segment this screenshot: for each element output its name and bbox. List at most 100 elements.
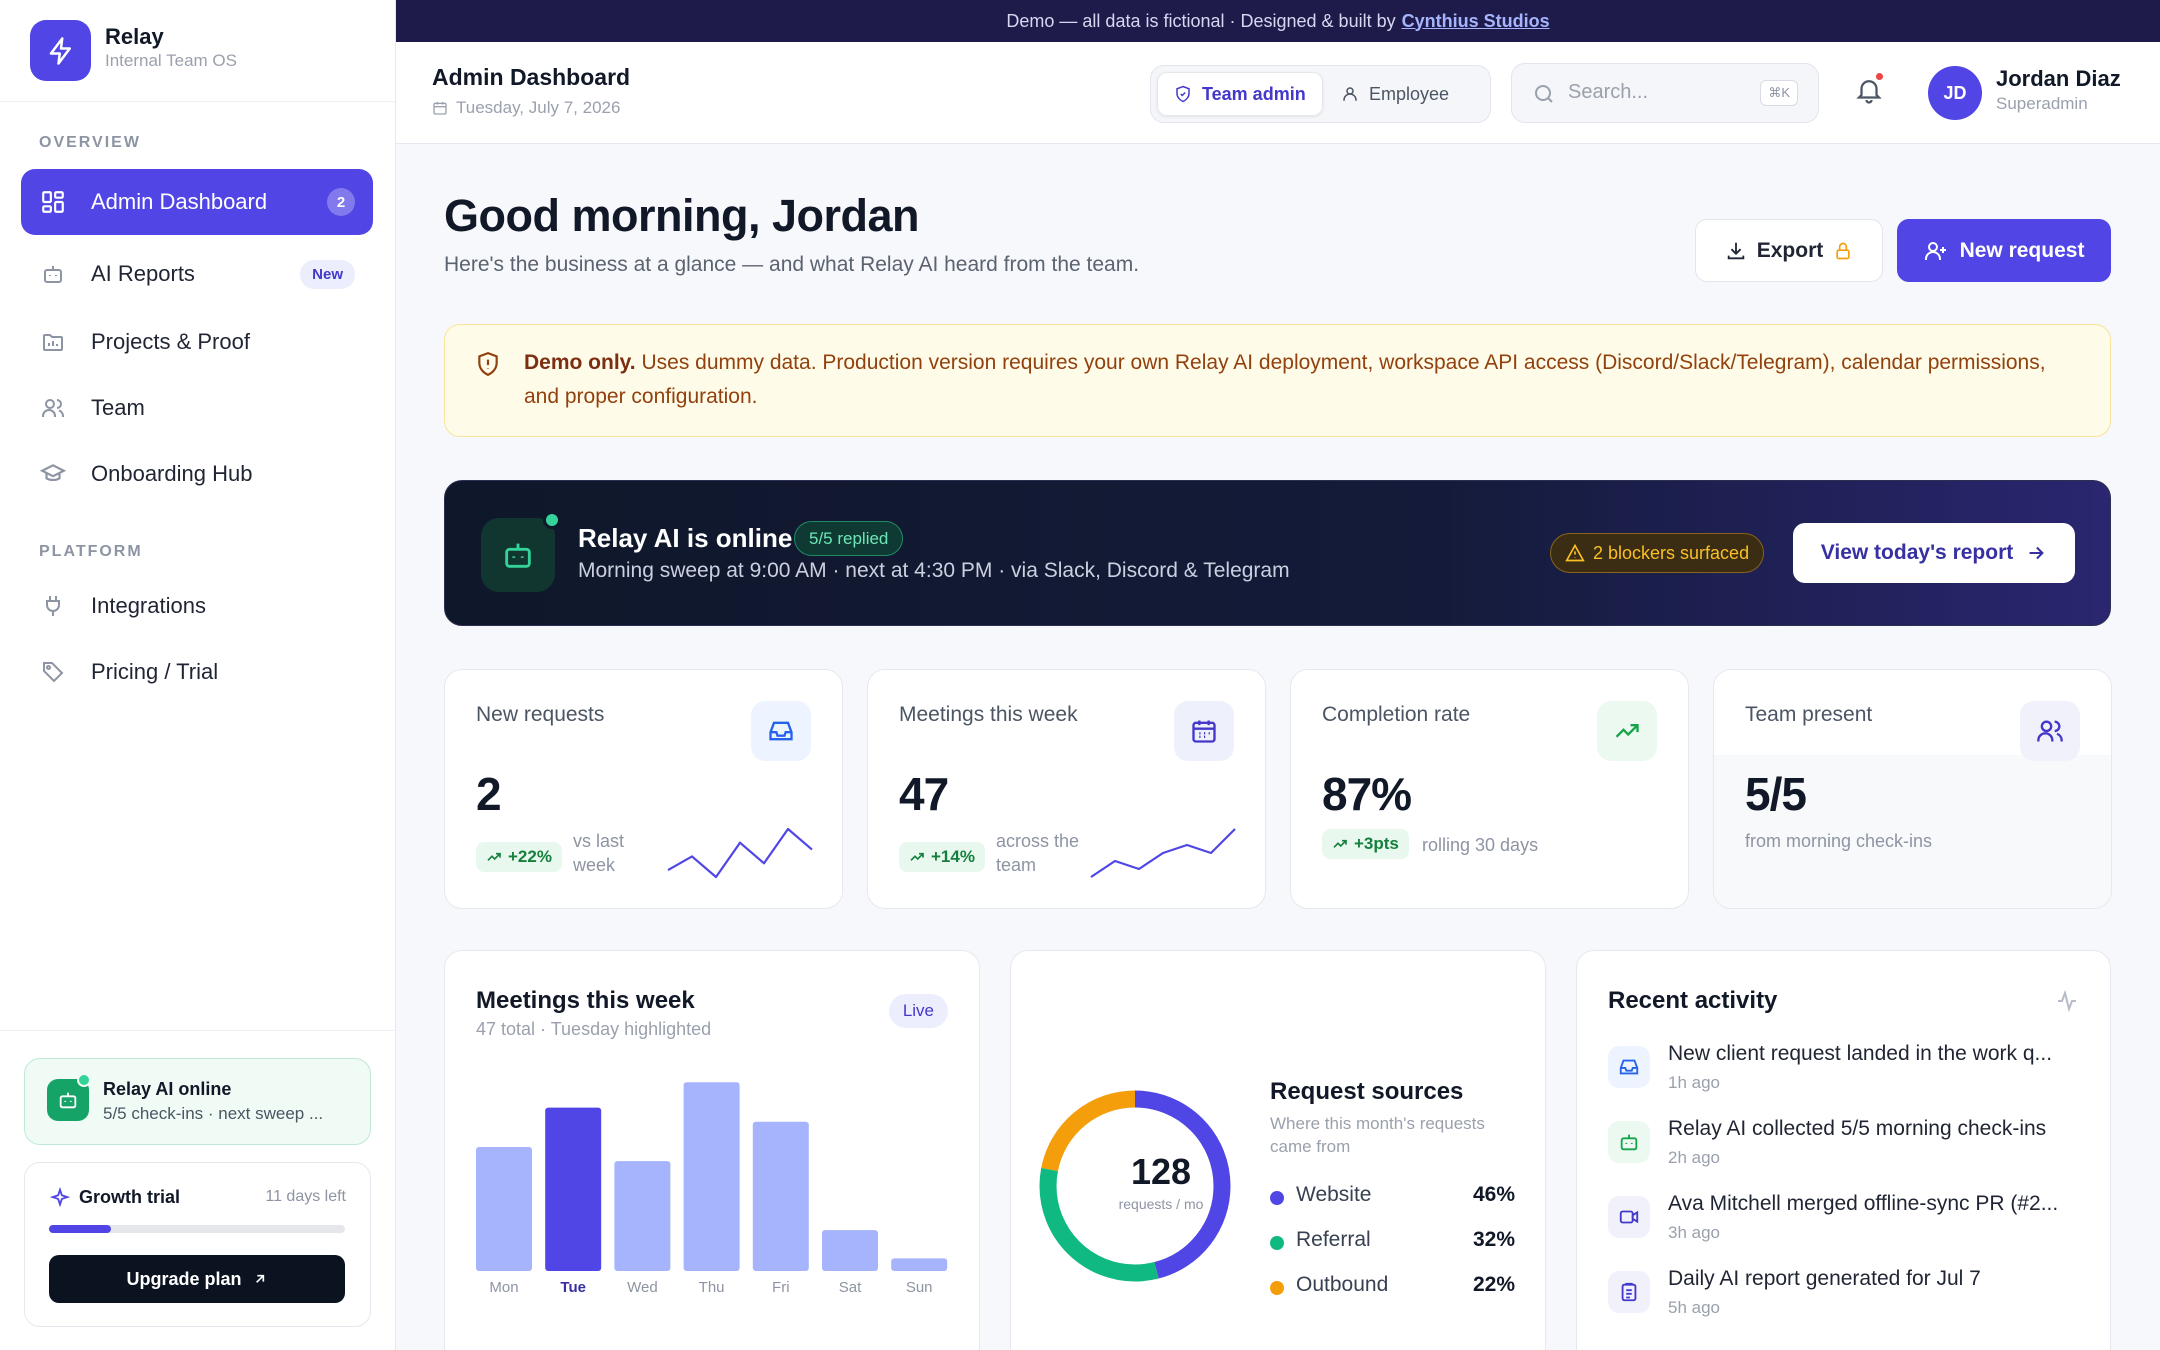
sparkline-series bbox=[667, 827, 813, 879]
warning-icon bbox=[1565, 543, 1585, 562]
stat-change: +3pts bbox=[1322, 829, 1409, 859]
sidebar-item-pricing-trial[interactable]: Pricing / Trial bbox=[21, 639, 373, 705]
avatar[interactable]: JD bbox=[1928, 66, 1982, 120]
page-date: Tuesday, July 7, 2026 bbox=[432, 98, 620, 118]
card-shade bbox=[1714, 755, 2111, 908]
user-role: Superadmin bbox=[1996, 94, 2088, 113]
notifications-button[interactable] bbox=[1854, 71, 1885, 110]
export-button[interactable]: Export bbox=[1695, 219, 1883, 282]
bar-label: Wed bbox=[627, 1279, 658, 1296]
legend-pct: 32% bbox=[1472, 1228, 1515, 1251]
stat-card-team-present[interactable]: Team present 5/5 from morning check-ins bbox=[1713, 669, 2112, 909]
sidebar-item-label: Projects & Proof bbox=[91, 329, 250, 354]
panel-title: Recent activity bbox=[1608, 987, 1778, 1014]
nav-count-badge: 2 bbox=[327, 188, 355, 216]
stat-value: 47 bbox=[899, 768, 949, 820]
activity-item[interactable]: Ava Mitchell merged offline-sync PR (#2.… bbox=[1608, 1192, 2088, 1262]
meetings-bar-chart bbox=[476, 1082, 948, 1271]
slice-referral[interactable] bbox=[1039, 1090, 1231, 1282]
bar-tue[interactable] bbox=[545, 1107, 602, 1271]
sidebar: Relay Internal Team OS OVERVIEW Admin Da… bbox=[0, 0, 396, 1350]
activity-item[interactable]: Daily AI report generated for Jul 7 5h a… bbox=[1608, 1267, 2088, 1337]
activity-icon bbox=[2058, 989, 2076, 1013]
new-request-button[interactable]: New request bbox=[1897, 219, 2111, 282]
activity-time: 1h ago bbox=[1668, 1073, 1720, 1092]
bar-sat[interactable] bbox=[822, 1230, 878, 1271]
new-badge: New bbox=[300, 259, 355, 289]
inbox-icon bbox=[751, 701, 811, 761]
bar-mon[interactable] bbox=[476, 1147, 532, 1271]
sidebar-item-label: Pricing / Trial bbox=[91, 659, 219, 684]
notification-dot bbox=[1874, 71, 1885, 82]
sparkline-series bbox=[1090, 828, 1236, 878]
stat-card-completion-rate[interactable]: Completion rate 87% +3pts rolling 30 day… bbox=[1290, 669, 1689, 909]
blockers-badge[interactable]: 2 blockers surfaced bbox=[1550, 533, 1765, 573]
activity-item[interactable]: Relay AI collected 5/5 morning check-ins… bbox=[1608, 1117, 2088, 1187]
studio-link[interactable]: Cynthius Studios bbox=[1401, 10, 1550, 31]
search-icon bbox=[1535, 85, 1553, 103]
panel-title: Meetings this week bbox=[476, 987, 695, 1014]
activity-text: Ava Mitchell merged offline-sync PR (#2.… bbox=[1668, 1192, 2059, 1215]
search-shortcut: ⌘K bbox=[1760, 80, 1798, 106]
sparkles-icon bbox=[49, 1186, 71, 1214]
activity-text: Daily AI report generated for Jul 7 bbox=[1668, 1267, 1981, 1290]
legend-row-outbound: Outbound 22% bbox=[1270, 1273, 1515, 1303]
demo-banner: Demo — all data is fictional · Designed … bbox=[396, 0, 2160, 42]
stat-change-text: +14% bbox=[931, 847, 975, 866]
grid-icon bbox=[39, 188, 67, 216]
online-indicator bbox=[543, 511, 561, 529]
user-icon bbox=[1343, 87, 1357, 101]
ai-status-title: Relay AI online bbox=[103, 1079, 232, 1099]
team-admin-label: Team admin bbox=[1202, 83, 1306, 104]
upgrade-plan-button[interactable]: Upgrade plan bbox=[49, 1255, 345, 1303]
ai-status-card[interactable]: Relay AI online 5/5 check-ins · next swe… bbox=[24, 1058, 371, 1145]
panel-subtitle: 47 total · Tuesday highlighted bbox=[476, 1019, 712, 1039]
trial-progress-bar bbox=[49, 1225, 345, 1233]
meetings-chart-panel: Meetings this week 47 total · Tuesday hi… bbox=[444, 950, 980, 1350]
bell-icon bbox=[1856, 80, 1882, 104]
donut-caption: requests / mo bbox=[1118, 1196, 1204, 1212]
brand-name: Relay bbox=[105, 24, 164, 49]
bar-label: Thu bbox=[698, 1279, 725, 1296]
bar-sun[interactable] bbox=[891, 1258, 948, 1271]
legend-row-website: Website 46% bbox=[1270, 1183, 1515, 1213]
sidebar-item-ai-reports[interactable]: AI Reports New bbox=[21, 241, 373, 307]
trend-up-icon bbox=[487, 852, 501, 861]
brand[interactable]: Relay Internal Team OS bbox=[0, 0, 395, 102]
replied-badge: 5/5 replied bbox=[794, 521, 904, 556]
stat-label: New requests bbox=[476, 703, 605, 726]
slice-outbound[interactable] bbox=[1039, 1090, 1231, 1282]
notice-body: Uses dummy data. Production version requ… bbox=[524, 351, 2046, 408]
notice-bold: Demo only. bbox=[524, 351, 636, 374]
calendar-icon bbox=[433, 102, 447, 115]
brand-tagline: Internal Team OS bbox=[105, 51, 237, 70]
bar-fri[interactable] bbox=[752, 1121, 809, 1271]
search-input[interactable]: Search... ⌘K bbox=[1511, 63, 1819, 123]
bar-thu[interactable] bbox=[683, 1082, 740, 1271]
stat-card-meetings[interactable]: Meetings this week 47 +14% across the te… bbox=[867, 669, 1266, 909]
stat-card-new-requests[interactable]: New requests 2 +22% vs last week bbox=[444, 669, 843, 909]
trend-up-icon bbox=[910, 852, 924, 861]
stat-note: from morning check-ins bbox=[1745, 831, 1933, 851]
sparkline-meetings bbox=[1090, 828, 1236, 878]
team-admin-toggle[interactable]: Team admin bbox=[1157, 72, 1323, 116]
sidebar-item-onboarding-hub[interactable]: Onboarding Hub bbox=[21, 441, 373, 507]
stat-label: Team present bbox=[1745, 703, 1873, 726]
activity-time: 2h ago bbox=[1668, 1148, 1720, 1167]
bar-wed[interactable] bbox=[614, 1161, 671, 1271]
activity-item[interactable]: New client request landed in the work q.… bbox=[1608, 1042, 2088, 1112]
sidebar-item-projects-proof[interactable]: Projects & Proof bbox=[21, 309, 373, 375]
lock-icon bbox=[1836, 242, 1850, 259]
user-plus-icon bbox=[1924, 241, 1946, 260]
bar-label: Mon bbox=[489, 1279, 519, 1296]
employee-toggle[interactable]: Employee bbox=[1325, 72, 1465, 116]
date-text: Tuesday, July 7, 2026 bbox=[456, 98, 621, 117]
sidebar-footer: Relay AI online 5/5 check-ins · next swe… bbox=[0, 1030, 396, 1350]
sidebar-item-team[interactable]: Team bbox=[21, 375, 373, 441]
sidebar-item-integrations[interactable]: Integrations bbox=[21, 573, 373, 639]
inbox-icon bbox=[1608, 1046, 1650, 1088]
view-report-button[interactable]: View today's report bbox=[1793, 523, 2075, 583]
bolt-icon bbox=[30, 20, 91, 81]
sidebar-item-admin-dashboard[interactable]: Admin Dashboard 2 bbox=[21, 169, 373, 235]
user-name[interactable]: Jordan Diaz bbox=[1996, 66, 2121, 91]
